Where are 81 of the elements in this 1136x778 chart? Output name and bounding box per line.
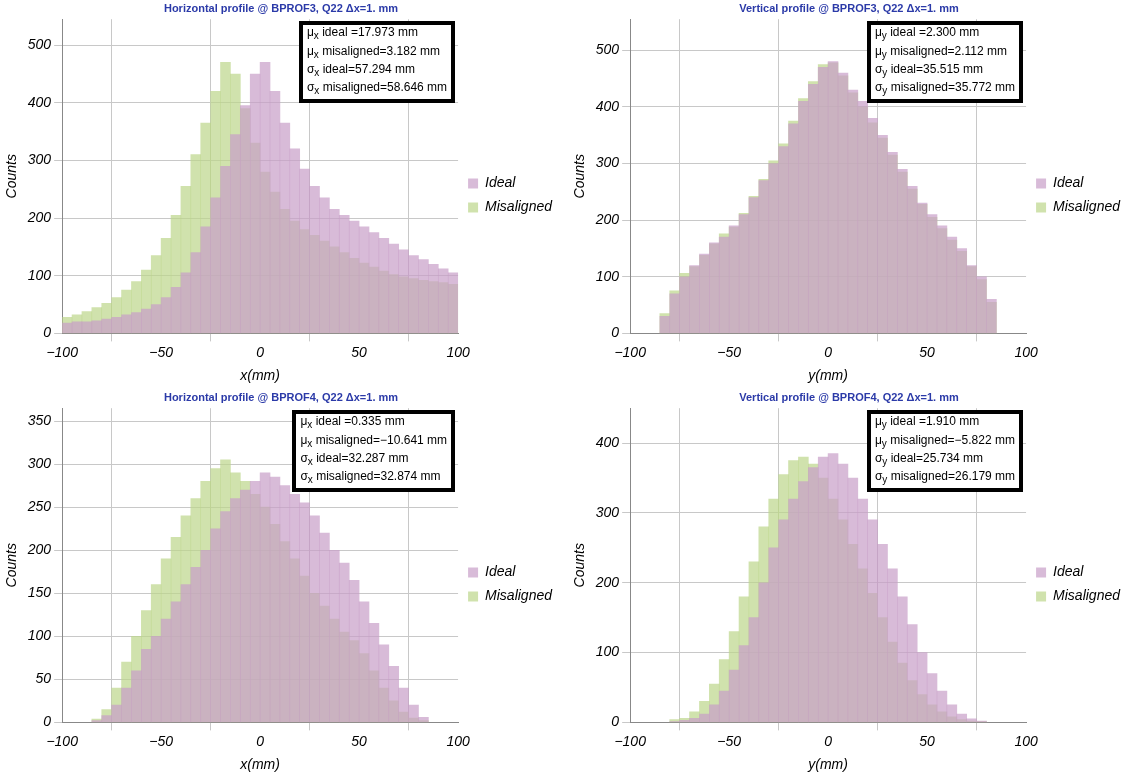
y-tick-label: 200 (594, 211, 620, 228)
annotation: μ$_{x}$ misaligned=3.182 mm (306, 43, 440, 60)
chart-title: Horizontal profile @ BPROF4, Q22 Δx=1. mm (163, 390, 399, 403)
annotation: σ$_{y}$ ideal=25.734 mm (874, 450, 984, 468)
y-tick-label: 200 (26, 208, 52, 225)
x-tick-label: 50 (351, 343, 368, 360)
legend-label: Ideal (485, 563, 517, 580)
x-tick-label: −50 (149, 343, 174, 360)
legend-label: Ideal (485, 174, 517, 191)
x-axis-title: x(mm) (239, 367, 280, 384)
y-tick-label: 300 (27, 455, 52, 472)
legend-label: Misaligned (1053, 587, 1122, 604)
y-tick-label: 100 (595, 267, 620, 284)
y-tick-label: 150 (27, 584, 52, 601)
y-tick-label: 500 (27, 36, 52, 53)
x-tick-label: −50 (717, 732, 742, 749)
x-tick-label: 50 (919, 732, 936, 749)
y-tick-label: 500 (595, 41, 620, 58)
annotation: μ$_{x}$ ideal =17.973 mm (306, 25, 418, 42)
x-axis-title: y(mm) (807, 367, 848, 384)
y-tick-label: 350 (27, 412, 52, 428)
annotation: μ$_{y}$ misaligned=−5.822 mm (874, 432, 1015, 449)
x-axis-title: y(mm) (807, 756, 848, 773)
annotation: σ$_{x}$ ideal=57.294 mm (306, 61, 416, 79)
annotation: σ$_{y}$ misaligned=35.772 mm (874, 80, 1016, 97)
y-tick-label: 400 (595, 434, 620, 450)
y-tick-label: 0 (43, 324, 52, 341)
annotation: σ$_{x}$ ideal=32.287 mm (300, 450, 409, 468)
y-tick-label: 300 (595, 154, 620, 171)
y-tick-label: 300 (27, 151, 52, 168)
x-tick-label: −50 (717, 343, 742, 360)
y-tick-label: 200 (594, 573, 620, 590)
legend-label: Misaligned (1053, 198, 1122, 215)
annotation: σ$_{y}$ ideal=35.515 mm (874, 61, 984, 79)
y-tick-label: 250 (26, 498, 52, 515)
chart-title: Vertical profile @ BPROF4, Q22 Δx=1. mm (739, 390, 959, 403)
y-tick-label: 0 (43, 713, 52, 730)
y-tick-label: 0 (611, 713, 620, 730)
chart-title: Vertical profile @ BPROF3, Q22 Δx=1. mm (739, 1, 959, 14)
y-tick-label: 400 (595, 97, 620, 114)
y-axis-title: Counts (3, 154, 20, 199)
annotation: σ$_{x}$ misaligned=58.646 mm (306, 80, 448, 97)
x-tick-label: 100 (446, 343, 470, 360)
x-tick-label: 100 (446, 732, 470, 749)
legend-label: Ideal (1053, 563, 1085, 580)
y-tick-label: 100 (27, 266, 52, 283)
annotation: μ$_{x}$ ideal =0.335 mm (300, 414, 405, 431)
x-tick-label: −100 (46, 343, 79, 360)
x-tick-label: 50 (351, 732, 368, 749)
y-axis-title: Counts (571, 543, 588, 588)
x-tick-label: 0 (256, 343, 265, 360)
legend-label: Ideal (1053, 174, 1085, 191)
x-axis-title: x(mm) (239, 756, 280, 773)
x-tick-label: 0 (824, 343, 833, 360)
x-tick-label: 0 (256, 732, 265, 749)
x-tick-label: 50 (919, 343, 936, 360)
x-tick-label: −50 (149, 732, 174, 749)
y-tick-label: 100 (27, 627, 52, 644)
chart-title: Horizontal profile @ BPROF3, Q22 Δx=1. mm (163, 1, 399, 14)
annotation: μ$_{y}$ misaligned=2.112 mm (874, 43, 1008, 60)
annotation: μ$_{y}$ ideal =2.300 mm (874, 25, 980, 42)
x-tick-label: 100 (1014, 343, 1038, 360)
annotation: μ$_{y}$ ideal =1.910 mm (874, 414, 980, 431)
annotation: μ$_{x}$ misaligned=−10.641 mm (300, 432, 448, 449)
annotation: σ$_{y}$ misaligned=26.179 mm (874, 469, 1016, 486)
y-tick-label: 0 (611, 324, 620, 341)
x-tick-label: 0 (824, 732, 833, 749)
y-tick-label: 300 (595, 503, 620, 520)
y-tick-label: 400 (27, 93, 52, 110)
x-tick-label: −100 (614, 343, 647, 360)
y-axis-title: Counts (3, 543, 20, 588)
x-tick-label: 100 (1014, 732, 1038, 749)
y-tick-label: 50 (35, 670, 52, 687)
y-tick-label: 200 (26, 541, 52, 558)
legend-label: Misaligned (485, 587, 554, 604)
legend-label: Misaligned (485, 198, 554, 215)
x-tick-label: −100 (46, 732, 79, 749)
annotation: σ$_{x}$ misaligned=32.874 mm (300, 469, 441, 486)
y-axis-title: Counts (571, 154, 588, 199)
x-tick-label: −100 (614, 732, 647, 749)
y-tick-label: 100 (595, 643, 620, 660)
